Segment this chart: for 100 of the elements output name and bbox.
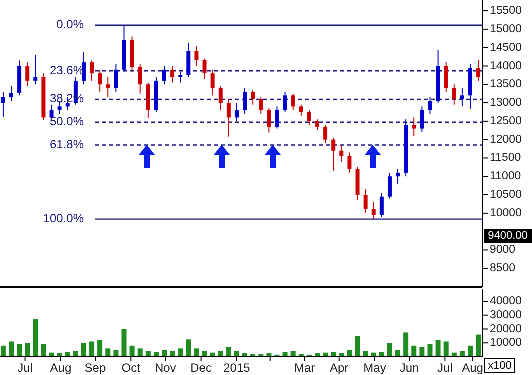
candlestick bbox=[364, 188, 368, 214]
y-tick-label: 8500 bbox=[490, 262, 516, 275]
candlestick bbox=[340, 144, 344, 162]
candlestick bbox=[234, 102, 239, 122]
bar bbox=[98, 340, 103, 357]
candlestick bbox=[316, 119, 320, 132]
bar bbox=[412, 346, 417, 357]
bar bbox=[396, 350, 401, 357]
x-tick-label: Sep bbox=[84, 361, 106, 375]
candlestick bbox=[218, 86, 223, 111]
bar bbox=[331, 352, 336, 357]
bar bbox=[282, 352, 288, 357]
candlestick bbox=[243, 88, 248, 115]
candlestick bbox=[324, 124, 328, 144]
candlestick bbox=[186, 42, 191, 78]
candlestick bbox=[170, 66, 175, 84]
candlestick bbox=[444, 62, 448, 92]
candlestick bbox=[194, 45, 199, 67]
y-tick-label: 14000 bbox=[490, 60, 522, 72]
candlestick bbox=[106, 76, 110, 98]
bar bbox=[138, 348, 143, 357]
candlestick bbox=[428, 97, 432, 115]
annotation: 0.0% bbox=[56, 18, 84, 32]
bar bbox=[420, 347, 425, 357]
candlestick bbox=[251, 90, 256, 106]
candlestick bbox=[162, 66, 166, 86]
x-tick-label: Dec bbox=[190, 361, 212, 375]
candlestick bbox=[372, 202, 376, 220]
bar bbox=[106, 348, 111, 357]
y-tick-label: 12000 bbox=[490, 134, 522, 146]
x-tick-label: Apr bbox=[330, 361, 349, 375]
text: 9400.00 bbox=[488, 230, 528, 242]
bar bbox=[81, 343, 86, 357]
y-tick-label: 10000 bbox=[490, 207, 522, 220]
candlestick bbox=[1, 91, 6, 118]
candlestick bbox=[380, 192, 384, 218]
bar bbox=[162, 350, 167, 357]
bar bbox=[146, 351, 151, 357]
candlestick bbox=[291, 93, 296, 111]
bar bbox=[234, 351, 240, 357]
candlestick bbox=[114, 64, 118, 92]
candlestick bbox=[138, 64, 142, 94]
bar bbox=[428, 344, 433, 357]
candlestick bbox=[307, 110, 312, 126]
x-tick-label: Nov bbox=[154, 361, 176, 375]
y-tick-label: 15500 bbox=[490, 5, 522, 18]
bar bbox=[355, 336, 360, 357]
bar bbox=[387, 343, 392, 357]
bar bbox=[363, 351, 368, 357]
bar bbox=[122, 329, 127, 357]
candlestick bbox=[348, 152, 352, 174]
bar bbox=[460, 351, 465, 357]
bar bbox=[33, 320, 38, 357]
candlestick bbox=[226, 98, 231, 138]
x-tick-label: Mar bbox=[294, 361, 316, 375]
candlestick bbox=[210, 69, 215, 96]
bar bbox=[202, 351, 208, 357]
candlestick bbox=[178, 71, 183, 84]
candlestick bbox=[299, 104, 304, 116]
bar bbox=[0, 346, 6, 357]
x-tick-label: Jul bbox=[18, 361, 33, 375]
y-tick-label: 15000 bbox=[490, 23, 522, 36]
x-tick-label: May bbox=[364, 361, 386, 375]
bar bbox=[444, 342, 449, 357]
y-tick-label: 40000 bbox=[490, 296, 522, 308]
candlestick bbox=[420, 106, 424, 133]
x-tick-label: Aug bbox=[50, 361, 72, 375]
y-tick-label: 10500 bbox=[490, 189, 522, 202]
candlestick bbox=[388, 172, 392, 200]
y-tick-label: 13000 bbox=[490, 97, 522, 110]
candlestick bbox=[10, 86, 14, 102]
bar bbox=[130, 346, 135, 357]
candlestick bbox=[90, 60, 94, 82]
bar bbox=[65, 352, 70, 357]
x-tick-label: Jul bbox=[438, 361, 453, 375]
bar bbox=[218, 351, 224, 357]
candlestick bbox=[26, 62, 30, 87]
y-tick-label: 12500 bbox=[490, 115, 522, 128]
candlestick bbox=[460, 88, 464, 108]
bar bbox=[114, 350, 119, 357]
x-tick-label: 2015 bbox=[224, 361, 251, 375]
y-tick-label: 11500 bbox=[490, 152, 522, 164]
y-tick-label: 30000 bbox=[490, 309, 522, 322]
x-tick-label: Aug bbox=[462, 361, 484, 375]
candlestick bbox=[412, 117, 416, 137]
x-tick-label: Oct bbox=[122, 361, 142, 375]
bar bbox=[9, 342, 14, 357]
bar bbox=[154, 352, 159, 357]
annotation: 100.0% bbox=[43, 211, 84, 226]
y-axis-title: x100 bbox=[488, 360, 512, 372]
bar bbox=[73, 351, 78, 357]
bar bbox=[170, 351, 176, 357]
bar bbox=[178, 348, 184, 357]
bar bbox=[476, 334, 482, 357]
candlestick bbox=[396, 168, 400, 184]
bar bbox=[41, 344, 46, 357]
candlestick bbox=[267, 108, 272, 134]
candlestick bbox=[283, 91, 288, 113]
y-tick-label: 14500 bbox=[490, 42, 522, 54]
candlestick bbox=[452, 84, 456, 106]
